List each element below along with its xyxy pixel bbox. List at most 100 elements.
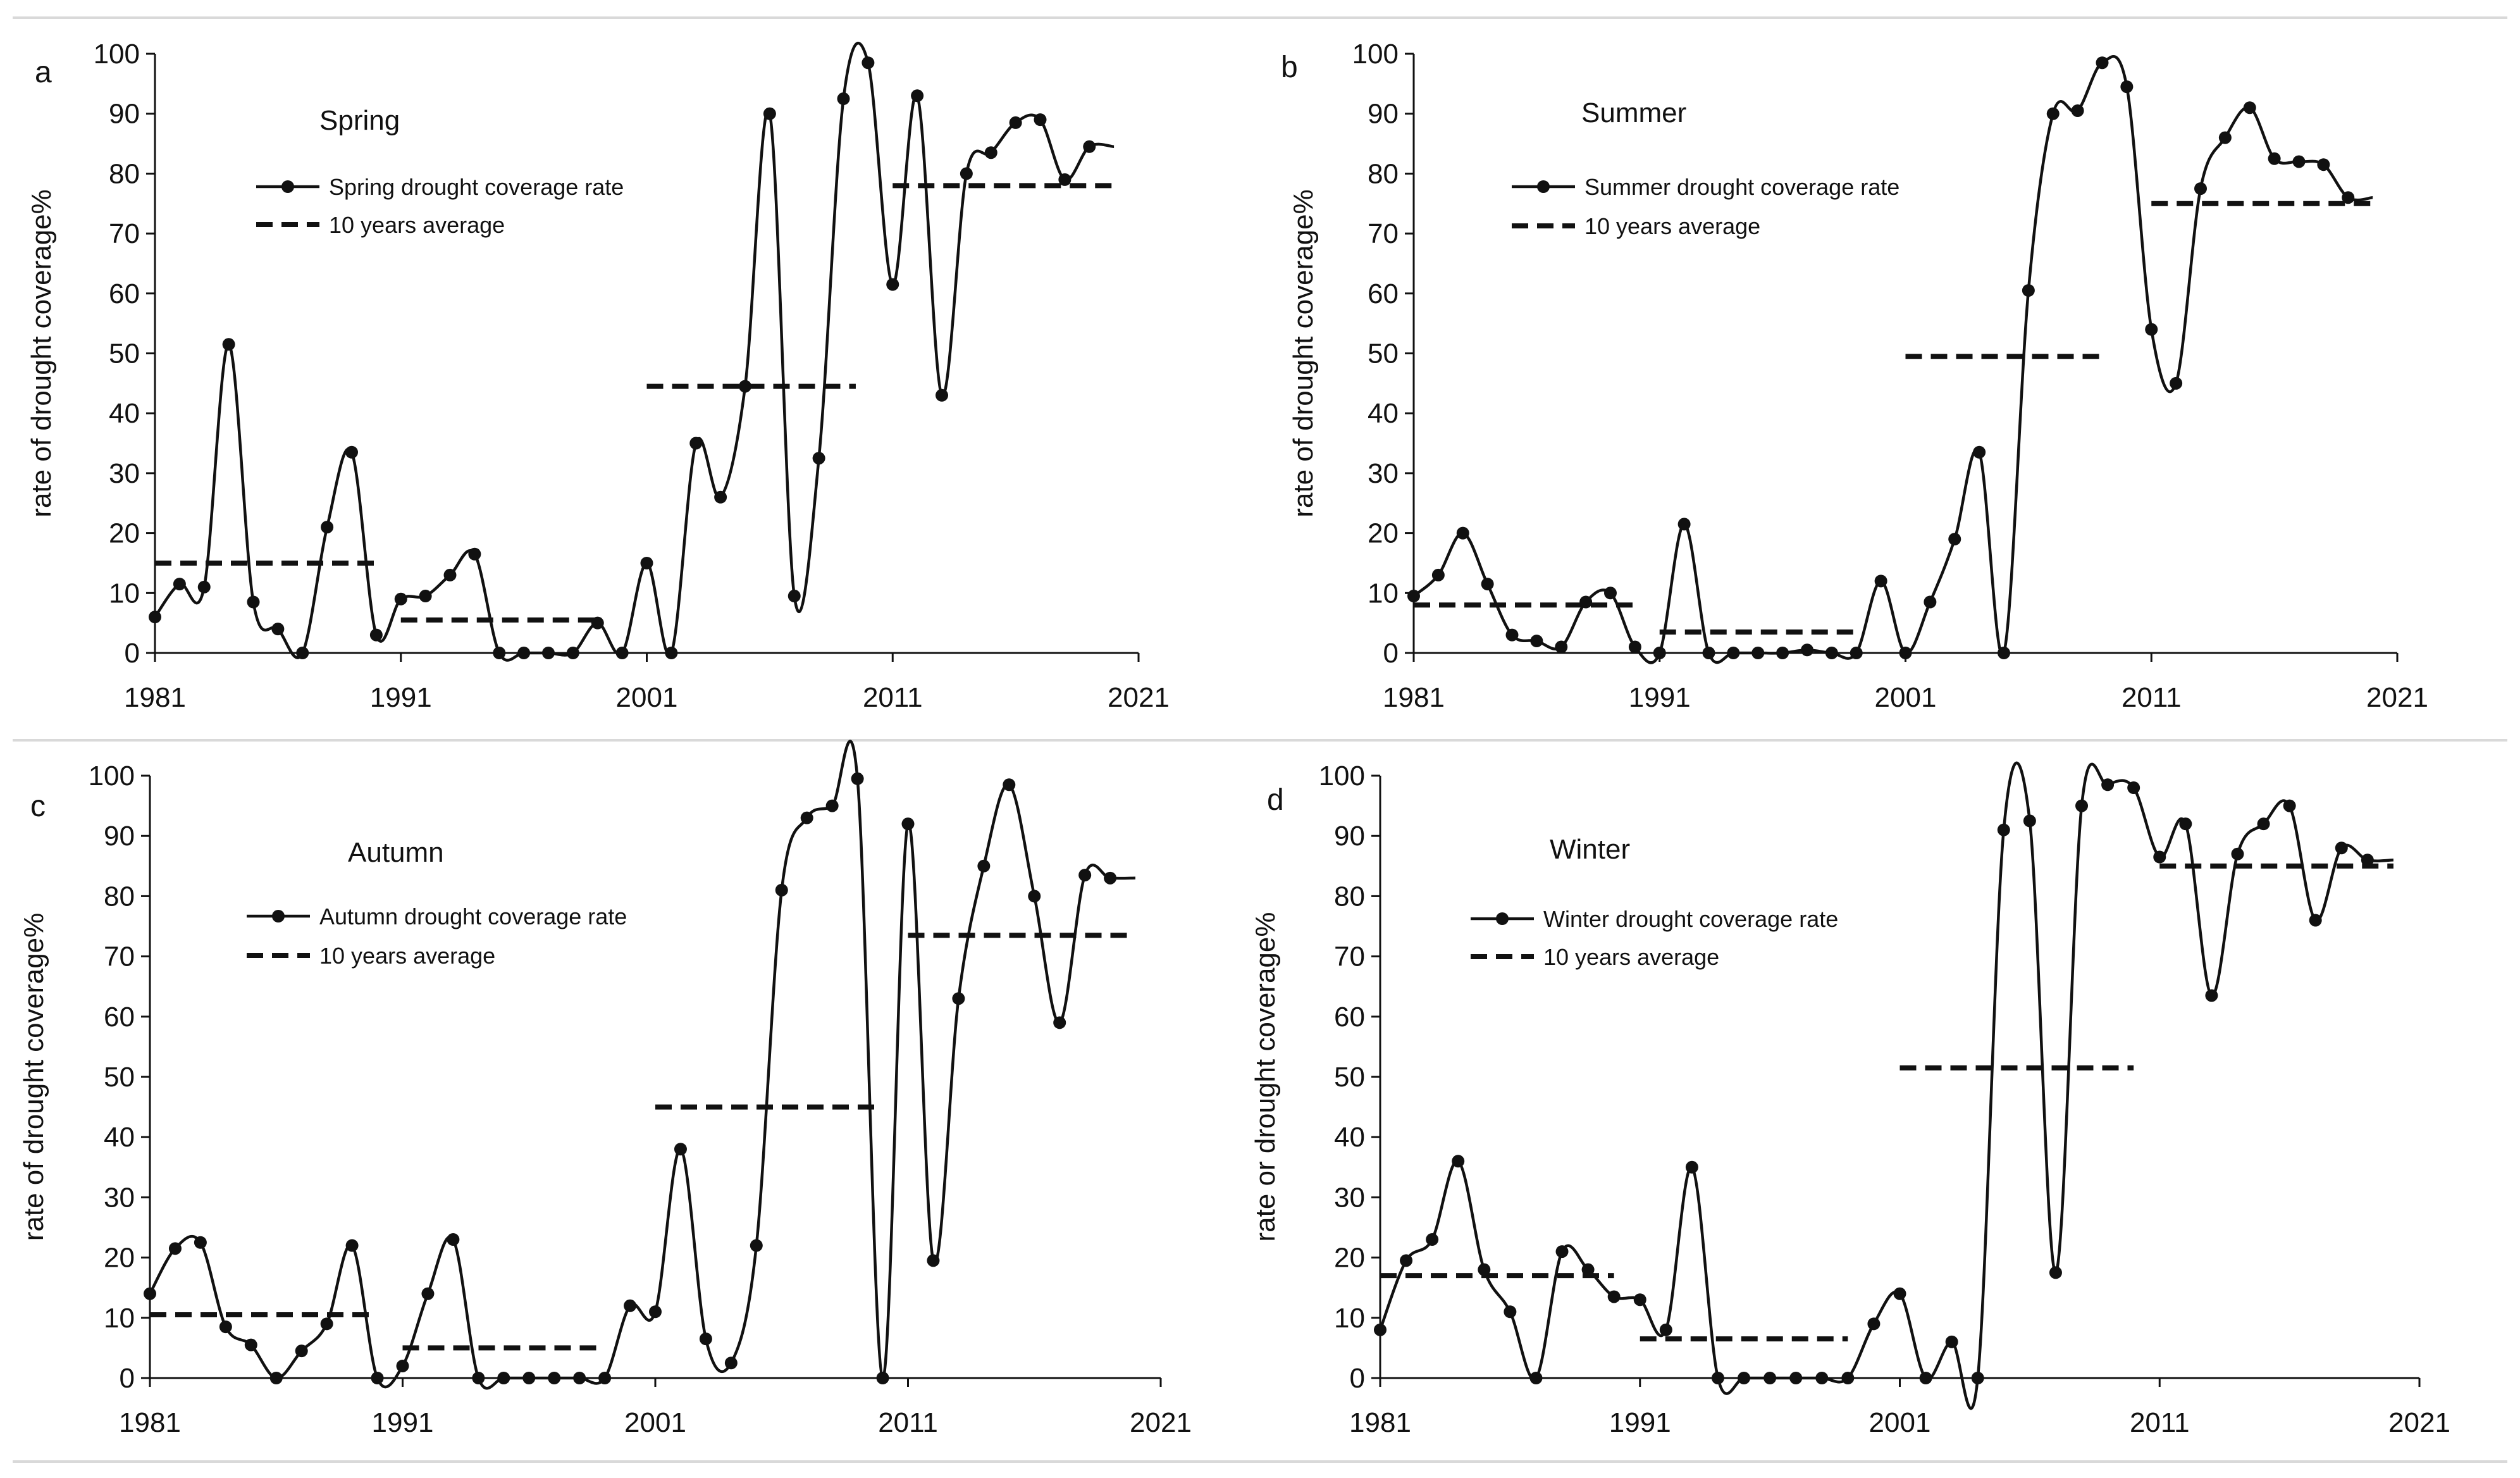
data-point: [724, 1357, 738, 1370]
panel-spring: 0 10 20 30 40 50 60 70 80 90 100 1981 1991 2001 2011 20…: [26, 39, 1170, 713]
data-point: [927, 1254, 940, 1267]
y-tick-label: 0: [1383, 638, 1399, 669]
panel-summer: 0 10 20 30 40 50 60 70 80 90 100 1981 1991 2001 2011 20…: [1281, 39, 2428, 713]
data-point: [269, 1372, 283, 1384]
data-point: [1763, 1372, 1777, 1384]
y-axis-label: rate or drought coverage%: [1250, 912, 1281, 1242]
data-point: [2071, 104, 2084, 117]
x-tick-label: 2021: [1130, 1407, 1192, 1438]
data-point: [296, 647, 309, 659]
y-tick-label: 60: [1334, 1002, 1365, 1033]
panel-letter: b: [1281, 51, 1298, 84]
y-tick-label: 10: [1334, 1303, 1365, 1334]
data-point: [345, 445, 358, 459]
data-point: [1633, 1293, 1646, 1307]
data-point: [1841, 1372, 1855, 1384]
x-tick-label: 2021: [2388, 1407, 2450, 1438]
data-point: [2075, 799, 2089, 812]
y-tick-label: 40: [1368, 398, 1399, 429]
data-point: [1529, 1372, 1543, 1384]
y-tick-label: 90: [104, 821, 135, 852]
panel-title: Autumn: [348, 837, 444, 868]
data-point: [911, 89, 924, 102]
y-tick-label: 80: [1334, 881, 1365, 912]
data-point: [1400, 1254, 1413, 1267]
data-point: [168, 1242, 182, 1255]
data-point: [295, 1344, 308, 1358]
y-tick-label: 30: [1334, 1182, 1365, 1213]
y-tick-label: 70: [109, 218, 140, 249]
data-point: [775, 883, 788, 897]
legend-marker: [281, 180, 294, 193]
data-point: [2231, 847, 2244, 860]
data-point: [1702, 647, 1715, 659]
y-tick-label: 10: [104, 1303, 135, 1334]
x-tick-label: 1991: [1609, 1407, 1671, 1438]
data-point: [1659, 1323, 1672, 1336]
data-point: [2127, 781, 2140, 795]
data-point: [2046, 107, 2060, 120]
panel-letter: c: [30, 790, 46, 823]
data-point: [649, 1305, 662, 1319]
y-tick-label: 60: [104, 1002, 135, 1033]
data-point: [522, 1372, 536, 1384]
data-point: [548, 1372, 561, 1384]
data-point: [1104, 871, 1117, 885]
y-tick-label: 20: [1334, 1243, 1365, 1274]
data-point: [876, 1372, 889, 1384]
data-point: [321, 521, 334, 534]
data-point: [1815, 1372, 1829, 1384]
data-point: [739, 380, 751, 393]
data-point: [598, 1372, 612, 1384]
data-point: [689, 437, 703, 450]
data-point: [886, 278, 899, 291]
y-axis-label: rate of drought coverage%: [18, 913, 49, 1241]
y-tick-label: 100: [89, 761, 135, 792]
data-point: [1431, 568, 1445, 581]
legend-marker: [1537, 180, 1550, 193]
x-tick-label: 1981: [1383, 682, 1445, 713]
data-point: [624, 1299, 637, 1312]
data-point: [977, 859, 991, 873]
y-tick-label: 10: [109, 578, 140, 609]
data-point: [320, 1317, 333, 1331]
data-point: [194, 1236, 207, 1249]
data-point: [497, 1372, 510, 1384]
data-point: [2309, 914, 2322, 927]
y-tick-label: 70: [1334, 941, 1365, 972]
data-point: [1653, 647, 1666, 659]
y-tick-label: 50: [1334, 1062, 1365, 1093]
data-point: [1555, 1245, 1569, 1258]
data-point: [714, 490, 727, 504]
data-point: [763, 107, 776, 120]
panel-letter: a: [35, 56, 52, 89]
data-point: [1867, 1317, 1881, 1331]
data-point: [1919, 1372, 1932, 1384]
data-point: [2179, 817, 2192, 831]
data-point: [1426, 1233, 1439, 1246]
x-tick-label: 2011: [2122, 682, 2182, 713]
data-point: [271, 623, 285, 636]
y-tick-label: 80: [109, 158, 140, 189]
x-tick-label: 2011: [2130, 1407, 2190, 1438]
y-axis-label: rate of drought coverage%: [26, 189, 57, 518]
data-point: [851, 772, 864, 785]
legend-entry-average: 10 years average: [1584, 213, 1760, 239]
data-point: [1003, 778, 1016, 792]
data-point: [149, 611, 161, 624]
data-point: [144, 1287, 156, 1300]
data-point: [1604, 587, 1617, 600]
data-point: [566, 647, 579, 659]
data-point: [2218, 131, 2232, 144]
y-tick-label: 70: [1368, 218, 1399, 249]
coverage-rate-line: [149, 740, 1136, 1390]
data-point: [1078, 869, 1092, 882]
y-tick-label: 90: [109, 99, 140, 130]
data-point: [788, 590, 801, 603]
x-tick-label: 2021: [1108, 682, 1170, 713]
data-point: [2361, 854, 2374, 867]
data-point: [2283, 799, 2296, 812]
data-point: [1776, 647, 1789, 659]
y-tick-label: 20: [104, 1243, 135, 1274]
legend-entry-rate: Summer drought coverage rate: [1584, 174, 1899, 200]
